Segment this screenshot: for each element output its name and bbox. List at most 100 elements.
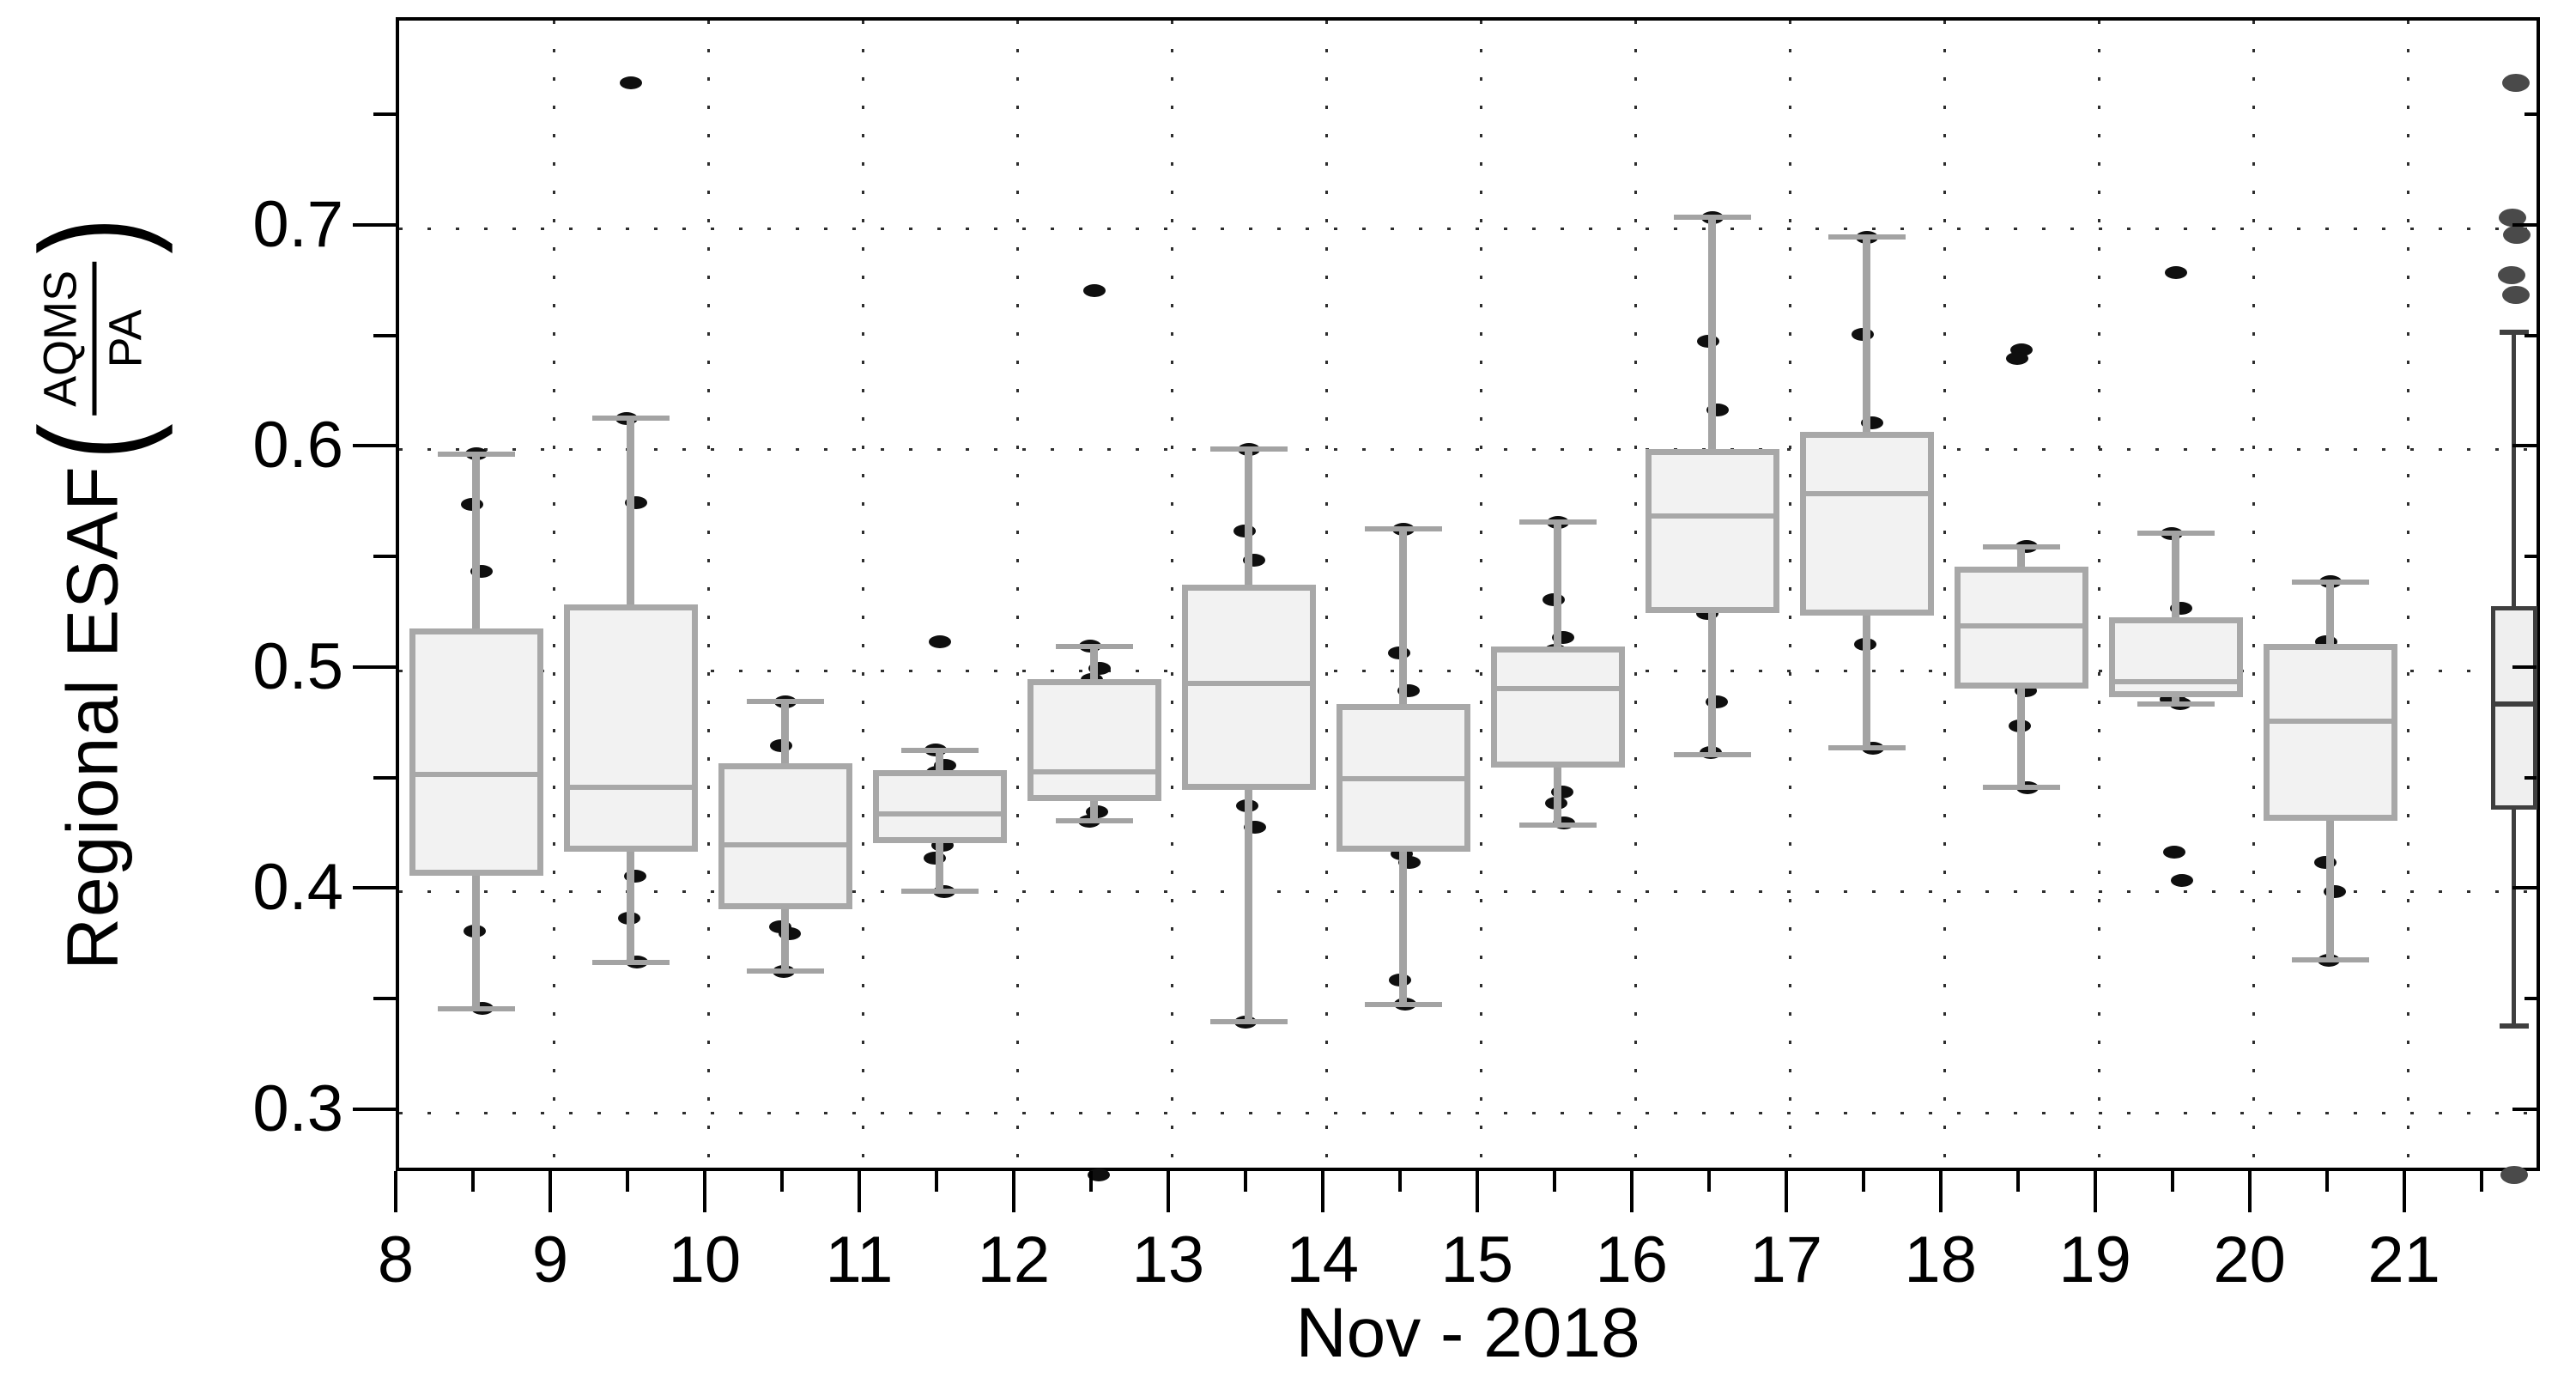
grid-line-vertical <box>1479 21 1482 1175</box>
boxplot-whisker-cap <box>591 959 670 965</box>
x-axis-major-tick <box>2402 1171 2406 1212</box>
boxplot-median <box>2269 719 2391 725</box>
boxplot-box <box>563 604 698 853</box>
x-tick-label: 12 <box>977 1223 1051 1296</box>
y-axis-label-text: Regional ESAF <box>52 465 133 970</box>
boxplot-whisker-cap <box>1518 519 1597 525</box>
boxplot-whisker-cap <box>1673 751 1751 757</box>
summary-outlier-point <box>2501 73 2530 92</box>
y-axis-minor-tick <box>373 555 396 559</box>
y-axis-minor-tick <box>373 333 396 337</box>
y-axis-right-minor-tick <box>2524 775 2537 780</box>
boxplot-whisker-cap <box>2137 531 2215 537</box>
boxplot-box <box>1027 679 1161 801</box>
x-axis-major-tick <box>1011 1171 1015 1212</box>
grid-line-vertical <box>2097 21 2100 1175</box>
plot-area <box>396 17 2543 1184</box>
data-point <box>2170 874 2193 888</box>
grid-line-vertical <box>1324 21 1328 1175</box>
boxplot-median <box>724 842 846 848</box>
boxplot-median <box>1342 776 1464 782</box>
boxplot-whisker-cap <box>1364 1001 1442 1007</box>
boxplot-whisker-cap <box>746 968 824 974</box>
x-axis-minor-tick <box>1397 1171 1402 1192</box>
summary-outlier-point <box>2497 265 2525 284</box>
boxplot-whisker-cap <box>1209 446 1288 452</box>
y-axis-fraction-denominator: PA <box>100 309 152 368</box>
x-axis-minor-tick <box>934 1171 938 1192</box>
boxplot-box <box>718 763 852 910</box>
x-axis-major-tick <box>394 1171 397 1212</box>
grid-line-horizontal <box>399 1111 2543 1114</box>
y-axis-major-tick <box>353 665 396 669</box>
x-tick-label: 19 <box>2058 1223 2131 1296</box>
y-axis-right-major-tick <box>2512 665 2537 669</box>
boxplot-whisker-cap <box>437 1005 515 1011</box>
y-axis-major-tick <box>353 886 396 890</box>
x-tick-label: 9 <box>531 1223 569 1296</box>
grid-line-vertical <box>1015 21 1019 1175</box>
boxplot-whisker-cap <box>900 747 979 753</box>
boxplot-box <box>1645 449 1779 613</box>
summary-whisker-cap <box>2499 1023 2529 1029</box>
y-axis-right-major-tick <box>2512 223 2537 228</box>
data-point <box>2005 352 2028 366</box>
y-axis-label: Regional ESAF ( AQMS PA ) <box>10 211 174 970</box>
x-axis-major-tick <box>548 1171 552 1212</box>
data-point <box>619 76 642 89</box>
x-tick-label: 16 <box>1595 1223 1669 1296</box>
grid-line-vertical <box>1943 21 1946 1175</box>
boxplot-median <box>1805 490 1928 496</box>
x-axis-minor-tick <box>1088 1171 1093 1192</box>
y-axis-right-minor-tick <box>2524 997 2537 1001</box>
x-axis-minor-tick <box>779 1171 784 1192</box>
boxplot-median <box>1651 513 1773 519</box>
data-point <box>2164 266 2187 280</box>
x-tick-label: 13 <box>1131 1223 1205 1296</box>
grid-line-vertical <box>706 21 710 1175</box>
y-axis-right-major-tick <box>2512 1107 2537 1111</box>
summary-outlier-point <box>2501 285 2530 304</box>
data-points-layer <box>399 21 2537 1184</box>
x-axis-minor-tick <box>2324 1171 2329 1192</box>
grid-line-vertical <box>2406 21 2409 1175</box>
summary-outlier-point <box>2498 208 2526 227</box>
boxplot-median <box>1960 623 2082 629</box>
boxplot-whisker-cap <box>1518 823 1597 829</box>
y-tick-label: 0.4 <box>252 851 343 925</box>
grid-line-horizontal <box>399 228 2543 231</box>
boxplot-whisker-cap <box>437 451 515 457</box>
x-tick-label: 11 <box>825 1223 894 1296</box>
grid-line-vertical <box>1633 21 1637 1175</box>
x-axis-minor-tick <box>2170 1171 2174 1192</box>
x-tick-label: 21 <box>2367 1223 2440 1296</box>
x-tick-label: 20 <box>2213 1223 2286 1296</box>
boxplot-whisker-cap <box>1982 785 2060 791</box>
summary-outlier-point <box>2502 226 2531 245</box>
x-tick-label: 17 <box>1749 1223 1822 1296</box>
boxplot-median <box>1496 685 1619 691</box>
boxplot-median <box>1187 681 1310 687</box>
y-axis-right-minor-tick <box>2524 333 2537 337</box>
x-axis-major-tick <box>2247 1171 2252 1212</box>
y-axis-major-tick <box>353 444 396 448</box>
x-axis-minor-tick <box>1552 1171 1556 1192</box>
y-axis-label-open-paren: ( <box>10 422 174 460</box>
x-tick-label: 8 <box>377 1223 415 1296</box>
x-axis-minor-tick <box>1243 1171 1247 1192</box>
boxplot-whisker-cap <box>1827 745 1906 751</box>
boxplot-whisker-cap <box>1982 543 2060 549</box>
boxplot-whisker-cap <box>1673 215 1751 221</box>
data-point <box>2162 845 2185 859</box>
x-axis-label: Nov - 2018 <box>1295 1294 1640 1372</box>
x-axis-major-tick <box>2093 1171 2097 1212</box>
boxplot-whisker-cap <box>1055 643 1133 649</box>
boxplot-whisker-cap <box>746 699 824 704</box>
x-axis-major-tick <box>1320 1171 1324 1212</box>
boxplot-box <box>2263 644 2397 822</box>
x-tick-label: 15 <box>1440 1223 1514 1296</box>
grid-line-horizontal <box>399 448 2543 452</box>
boxplot-box <box>872 769 1007 843</box>
grid-line-horizontal <box>399 669 2543 672</box>
